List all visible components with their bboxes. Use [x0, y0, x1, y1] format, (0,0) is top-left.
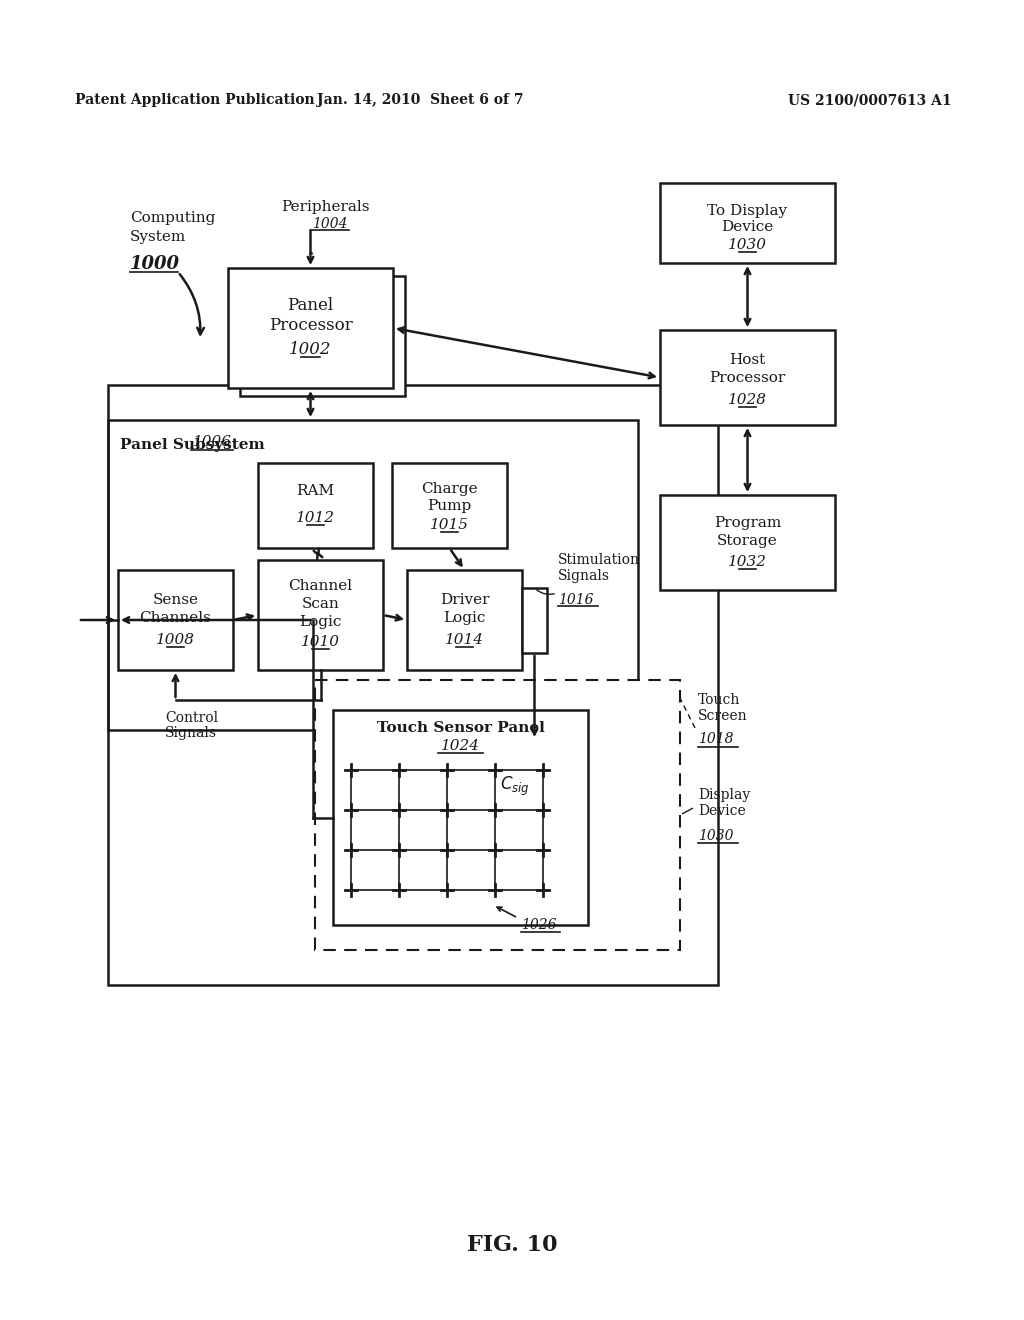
- Text: Computing: Computing: [130, 211, 215, 224]
- Bar: [660, 183, 835, 263]
- Bar: [333, 710, 588, 925]
- Text: RAM: RAM: [296, 484, 335, 498]
- Text: Storage: Storage: [717, 535, 778, 548]
- Text: Patent Application Publication: Patent Application Publication: [75, 92, 314, 107]
- Text: 1006: 1006: [193, 436, 231, 449]
- Text: Jan. 14, 2010  Sheet 6 of 7: Jan. 14, 2010 Sheet 6 of 7: [316, 92, 523, 107]
- Bar: [315, 680, 680, 950]
- Text: Screen: Screen: [698, 709, 748, 723]
- Text: Panel: Panel: [288, 297, 334, 314]
- Text: To Display: To Display: [708, 205, 787, 218]
- Text: Charge: Charge: [421, 482, 478, 496]
- Bar: [522, 587, 547, 653]
- Bar: [660, 495, 835, 590]
- Bar: [108, 420, 638, 730]
- Text: US 2100/0007613 A1: US 2100/0007613 A1: [788, 92, 952, 107]
- Text: 1000: 1000: [130, 255, 180, 273]
- Text: Processor: Processor: [710, 371, 785, 385]
- Text: 1010: 1010: [301, 635, 340, 649]
- Bar: [258, 463, 373, 548]
- Bar: [407, 570, 522, 671]
- Bar: [240, 276, 406, 396]
- Text: 1015: 1015: [430, 517, 469, 532]
- Text: 1016: 1016: [558, 593, 594, 607]
- Text: 1028: 1028: [728, 393, 767, 407]
- Text: Driver: Driver: [439, 593, 489, 607]
- Bar: [392, 463, 507, 548]
- Text: Logic: Logic: [299, 615, 342, 630]
- Bar: [258, 560, 383, 671]
- Text: Signals: Signals: [558, 569, 610, 583]
- Text: 1032: 1032: [728, 554, 767, 569]
- Bar: [118, 570, 233, 671]
- Text: Processor: Processor: [268, 317, 352, 334]
- Text: Stimulation: Stimulation: [558, 553, 640, 568]
- Text: Touch: Touch: [698, 693, 740, 708]
- Text: Touch Sensor Panel: Touch Sensor Panel: [377, 721, 545, 735]
- Bar: [228, 268, 393, 388]
- Text: Peripherals: Peripherals: [281, 201, 370, 214]
- Text: 1008: 1008: [156, 634, 195, 647]
- Text: Host: Host: [729, 352, 766, 367]
- Text: Channel: Channel: [289, 579, 352, 593]
- Text: 1030: 1030: [698, 829, 733, 843]
- Text: 1026: 1026: [521, 917, 556, 932]
- Text: Display: Display: [698, 788, 751, 803]
- Text: Control: Control: [165, 711, 218, 725]
- Text: Panel Subsystem: Panel Subsystem: [120, 438, 265, 451]
- Text: Device: Device: [721, 220, 773, 234]
- Text: $C_{sig}$: $C_{sig}$: [500, 775, 529, 799]
- Text: Scan: Scan: [302, 597, 339, 611]
- Text: FIG. 10: FIG. 10: [467, 1234, 557, 1257]
- Text: 1002: 1002: [289, 342, 332, 359]
- Text: Device: Device: [698, 804, 745, 818]
- Text: System: System: [130, 230, 186, 244]
- Text: Channels: Channels: [139, 611, 211, 624]
- Bar: [660, 330, 835, 425]
- Text: 1014: 1014: [445, 634, 484, 647]
- Text: Logic: Logic: [443, 611, 485, 624]
- Text: Pump: Pump: [427, 499, 472, 513]
- Bar: [108, 385, 718, 985]
- Text: Signals: Signals: [165, 726, 217, 741]
- Text: Program: Program: [714, 516, 781, 531]
- Text: 1030: 1030: [728, 238, 767, 252]
- Text: 1024: 1024: [441, 739, 480, 752]
- Text: Sense: Sense: [153, 593, 199, 607]
- Text: 1012: 1012: [296, 511, 335, 525]
- Text: 1004: 1004: [312, 216, 348, 231]
- Text: 1018: 1018: [698, 733, 733, 746]
